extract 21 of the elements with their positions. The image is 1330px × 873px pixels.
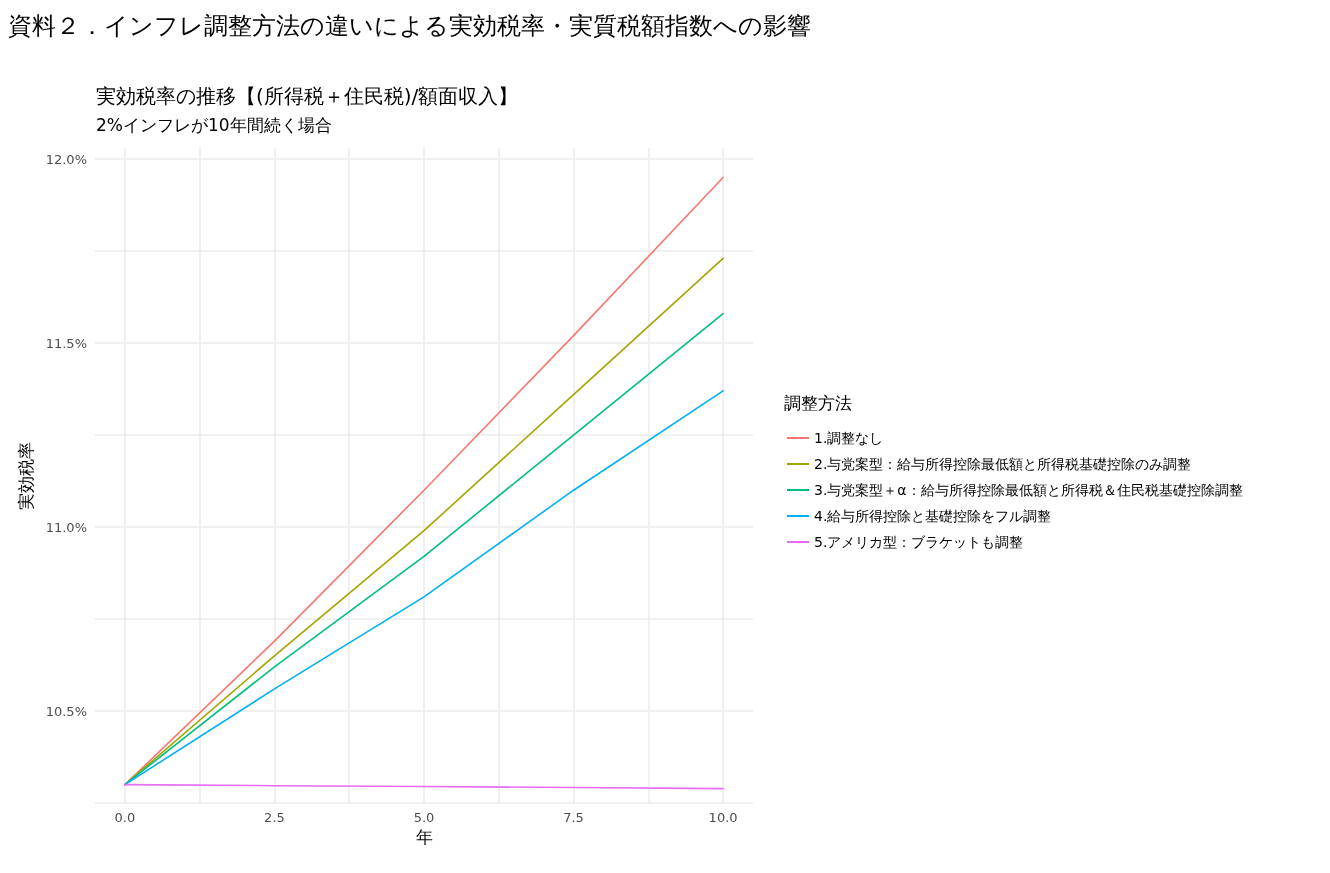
chart-subtitle: 実効税率の推移【(所得税＋住民税)/額面収入】 <box>96 84 519 108</box>
x-tick-label: 7.5 <box>563 810 584 825</box>
legend-label: 2.与党案型：給与所得控除最低額と所得税基礎控除のみ調整 <box>814 456 1192 472</box>
x-tick-label: 10.0 <box>708 810 738 825</box>
x-tick-label: 5.0 <box>413 810 435 825</box>
y-tick-label: 11.5% <box>45 335 87 351</box>
y-axis-title: 実効税率 <box>16 441 37 510</box>
legend-label: 3.与党案型＋α：給与所得控除最低額と所得税＆住民税基礎控除調整 <box>814 482 1243 498</box>
y-tick-label: 12.0% <box>45 151 87 167</box>
legend-label: 1.調整なし <box>814 430 884 446</box>
x-tick-label: 0.0 <box>114 810 136 825</box>
x-tick-label: 2.5 <box>264 810 285 825</box>
y-tick-label: 11.0% <box>45 519 87 535</box>
legend-title: 調整方法 <box>784 392 852 413</box>
legend-label: 5.アメリカ型：ブラケットも調整 <box>814 534 1024 550</box>
chart-title: 資料２．インフレ調整方法の違いによる実効税率・実質税額指数への影響 <box>8 12 811 40</box>
x-axis-title: 年 <box>415 827 433 848</box>
line-series <box>124 390 724 786</box>
text: 2%インフレが10年間続く場合 <box>96 114 332 135</box>
legend-label: 4.給与所得控除と基礎控除をフル調整 <box>814 508 1052 524</box>
y-tick-label: 10.5% <box>45 703 87 719</box>
